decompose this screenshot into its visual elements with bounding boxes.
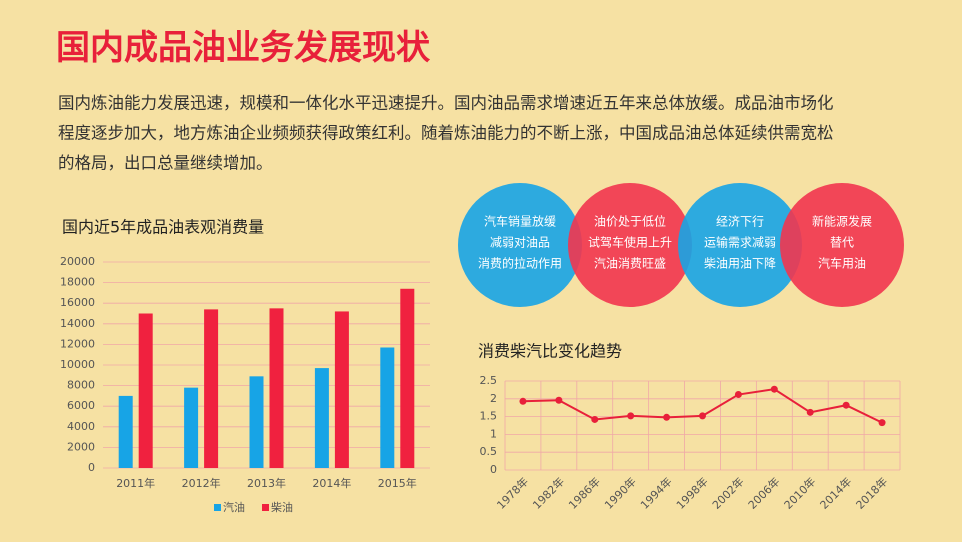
y-tick-label: 10000 [60, 358, 95, 371]
point [555, 396, 563, 404]
x-tick-label: 1986年 [566, 474, 603, 511]
y-tick-label: 18000 [60, 276, 95, 289]
x-tick-label: 2013年 [247, 476, 286, 490]
x-tick-label: 2006年 [745, 474, 782, 511]
legend-label: 汽油 [223, 500, 245, 514]
y-tick-label: 1 [490, 427, 497, 440]
x-tick-label: 2018年 [853, 474, 890, 511]
bar [249, 376, 264, 468]
y-tick-label: 0 [490, 463, 497, 476]
chart-title: 国内近5年成品油表观消费量 [62, 218, 264, 237]
slide-title: 国内成品油业务发展现状 [56, 28, 431, 68]
x-tick-label: 2015年 [378, 476, 417, 490]
x-tick-label: 2002年 [709, 474, 746, 511]
legend-swatch [214, 504, 221, 511]
point [519, 397, 527, 405]
bar [269, 308, 284, 468]
circle [780, 183, 904, 307]
point [734, 391, 742, 399]
legend-swatch [262, 504, 269, 511]
bar [118, 395, 133, 468]
bar [204, 309, 219, 468]
point [770, 385, 778, 393]
bar [138, 313, 153, 468]
y-tick-label: 0 [88, 461, 95, 474]
circle-text: 经济下行 [716, 214, 764, 229]
x-tick-label: 2014年 [312, 476, 351, 490]
circle-text: 消费的拉动作用 [478, 256, 562, 271]
legend-label: 柴油 [271, 500, 293, 514]
y-tick-label: 1.5 [480, 410, 498, 423]
x-tick-label: 2010年 [781, 474, 818, 511]
point [878, 419, 886, 427]
y-tick-label: 0.5 [480, 445, 498, 458]
y-tick-label: 4000 [67, 420, 95, 433]
point [591, 415, 599, 423]
bar [314, 368, 329, 468]
circle-text: 汽车销量放缓 [484, 214, 556, 229]
y-tick-label: 2000 [67, 440, 95, 453]
y-tick-label: 20000 [60, 255, 95, 268]
circle-text: 运输需求减弱 [704, 235, 776, 250]
y-tick-label: 2 [490, 392, 497, 405]
circle-text: 新能源发展 [812, 214, 872, 229]
circle [678, 183, 802, 307]
y-tick-label: 6000 [67, 399, 95, 412]
y-tick-label: 14000 [60, 317, 95, 330]
x-tick-label: 2014年 [817, 474, 854, 511]
x-tick-label: 1982年 [530, 474, 567, 511]
x-tick-label: 1994年 [637, 474, 674, 511]
bar [184, 387, 199, 468]
x-tick-label: 1998年 [673, 474, 710, 511]
circle [458, 183, 582, 307]
circle-text: 油价处于低位 [594, 214, 666, 229]
circle-text: 替代 [830, 236, 854, 250]
point [627, 412, 635, 420]
circle-text: 汽油消费旺盛 [594, 256, 666, 271]
y-tick-label: 16000 [60, 296, 95, 309]
bar [380, 347, 395, 468]
x-tick-label: 1978年 [494, 474, 531, 511]
bar [400, 288, 415, 468]
point [806, 408, 814, 416]
x-tick-label: 1990年 [601, 474, 638, 511]
circle-text: 汽车用油 [818, 256, 866, 271]
chart-title: 消费柴汽比变化趋势 [478, 342, 622, 361]
y-tick-label: 2.5 [480, 374, 498, 387]
point [699, 412, 706, 420]
circle [568, 183, 692, 307]
circle-text: 柴油用油下降 [704, 257, 776, 271]
circle-text: 减弱对油品 [490, 236, 550, 250]
point [663, 413, 671, 421]
point [842, 401, 850, 409]
paragraph-line: 程度逐步加大，地方炼油企业频频获得政策红利。随着炼油能力的不断上涨，中国成品油总… [58, 124, 834, 143]
x-tick-label: 2011年 [116, 476, 155, 490]
x-tick-label: 2012年 [182, 476, 221, 490]
bar [334, 311, 349, 468]
paragraph-line: 的格局，出口总量继续增加。 [58, 154, 273, 173]
y-tick-label: 8000 [67, 379, 95, 392]
paragraph-line: 国内炼油能力发展迅速，规模和一体化水平迅速提升。国内油品需求增速近五年来总体放缓… [58, 94, 834, 113]
circle-text: 试驾车使用上升 [588, 235, 672, 250]
y-tick-label: 12000 [60, 337, 95, 350]
